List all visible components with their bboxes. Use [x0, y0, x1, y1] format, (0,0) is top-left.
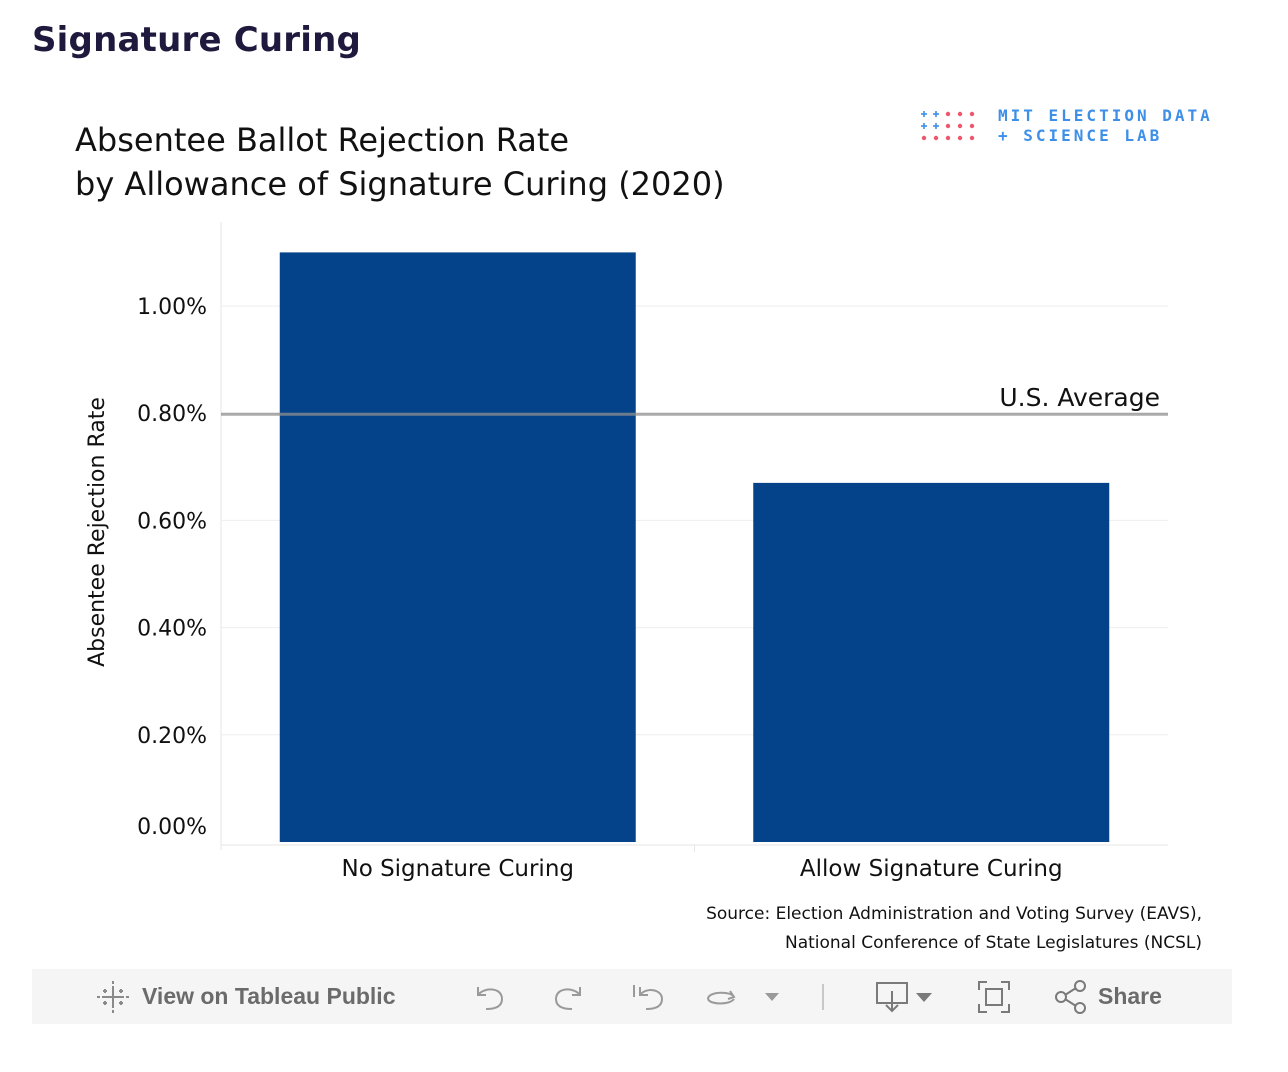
chart-title-line-1: Absentee Ballot Rejection Rate	[75, 121, 570, 159]
logo-dot	[969, 135, 975, 141]
source-line-2: National Conference of State Legislature…	[784, 933, 1202, 953]
y-tick-label: 1.00%	[137, 295, 207, 320]
y-axis-label: Absentee Rejection Rate	[85, 397, 110, 667]
logo-dot	[969, 111, 975, 117]
logo-dot	[957, 111, 963, 117]
view-on-tableau-label: View on Tableau Public	[142, 983, 396, 1009]
view-on-tableau-button[interactable]: View on Tableau Public	[96, 969, 395, 1024]
undo-icon[interactable]	[472, 981, 508, 1013]
dropdown-icon[interactable]	[764, 991, 780, 1003]
chart-title-line-2: by Allowance of Signature Curing (2020)	[75, 165, 725, 203]
page-title: Signature Curing	[32, 20, 362, 60]
refresh-icon[interactable]	[704, 981, 740, 1013]
fullscreen-icon[interactable]	[976, 979, 1012, 1015]
logo-line-2: + SCIENCE LAB	[998, 126, 1163, 145]
logo-dot	[945, 123, 951, 129]
source-note: Source: Election Administration and Voti…	[706, 900, 1202, 958]
logo-text: MIT ELECTION DATA + SCIENCE LAB	[998, 106, 1213, 146]
logo-dot	[945, 111, 951, 117]
share-icon	[1055, 979, 1086, 1014]
y-tick-label: 0.00%	[137, 815, 207, 840]
us-average-label: U.S. Average	[999, 383, 1160, 412]
x-tick-label: No Signature Curing	[341, 856, 574, 882]
download-icon[interactable]	[874, 979, 936, 1015]
redo-icon[interactable]	[550, 981, 586, 1013]
logo-dot	[945, 135, 951, 141]
logo-dot	[933, 135, 939, 141]
share-button[interactable]: Share	[1054, 969, 1162, 1024]
logo-dot	[957, 135, 963, 141]
bar[interactable]	[753, 482, 1110, 842]
logo-line-1: MIT ELECTION DATA	[998, 106, 1213, 125]
bar[interactable]	[279, 252, 636, 842]
logo-dot	[969, 123, 975, 129]
y-tick-label: 0.80%	[137, 402, 207, 427]
mit-election-lab-logo-icon	[921, 111, 975, 141]
revert-icon[interactable]	[630, 981, 666, 1013]
toolbar-divider	[822, 984, 824, 1010]
tableau-icon	[97, 980, 129, 1013]
y-tick-label: 0.60%	[137, 509, 207, 534]
tableau-toolbar: View on Tableau Public	[32, 969, 1232, 1024]
source-line-1: Source: Election Administration and Voti…	[706, 904, 1202, 924]
y-tick-label: 0.20%	[137, 724, 207, 749]
bar-chart: U.S. Average 0.00% 0.20% 0.40% 0.60% 0.80% 1.…	[85, 222, 1168, 882]
share-label: Share	[1098, 983, 1162, 1009]
y-tick-label: 0.40%	[137, 617, 207, 642]
logo-dot	[921, 135, 927, 141]
x-tick-label: Allow Signature Curing	[800, 856, 1063, 882]
logo-dot	[957, 123, 963, 129]
chart-title: Absentee Ballot Rejection Rate by Allowa…	[75, 118, 725, 206]
